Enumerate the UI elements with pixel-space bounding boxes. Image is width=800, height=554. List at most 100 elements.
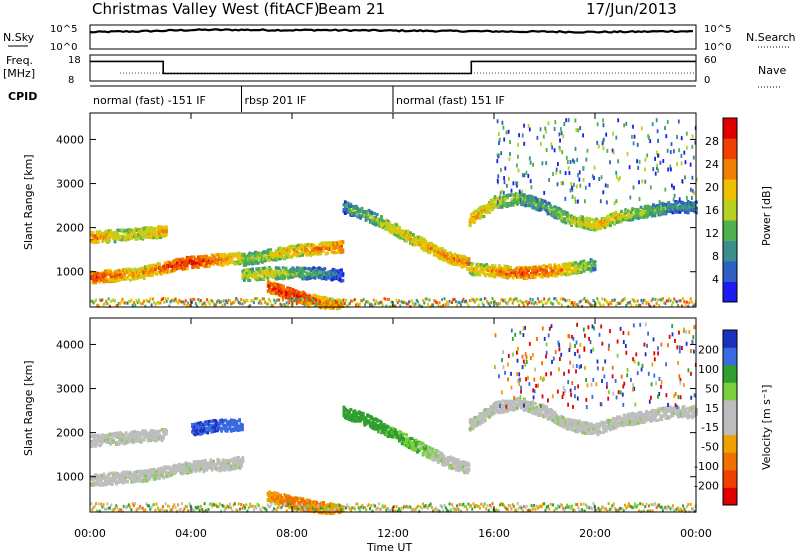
power-ground-cell — [273, 298, 276, 302]
power-ground-cell — [178, 298, 181, 302]
power-ground-cell — [177, 301, 180, 305]
power-speckle — [593, 176, 595, 180]
power-speckle — [637, 165, 640, 170]
power-speckle — [578, 170, 581, 175]
power-cell — [108, 278, 111, 283]
power-ground-cell — [254, 297, 257, 301]
power-cell — [117, 228, 121, 232]
power-cell — [647, 205, 651, 209]
power-ground-cell — [223, 303, 226, 306]
power-cell — [561, 263, 565, 267]
power-cell — [177, 263, 181, 267]
power-ground-cell — [461, 300, 464, 304]
power-cell — [568, 218, 572, 222]
power-ground-cell — [577, 304, 580, 308]
power-cell — [279, 246, 282, 250]
power-ground-cell — [334, 300, 337, 304]
velocity-cell — [178, 463, 182, 467]
power-speckle — [573, 182, 575, 187]
power-speckle — [591, 174, 594, 179]
power-cell — [205, 257, 209, 261]
power-cell — [333, 268, 336, 272]
power-cell — [274, 249, 278, 253]
power-cell — [380, 215, 383, 219]
power-cell — [128, 234, 132, 238]
power-ground-cell — [630, 303, 633, 307]
power-cell — [123, 272, 127, 276]
power-speckle — [680, 136, 683, 141]
power-ground-cell — [602, 303, 605, 307]
power-ground-cell — [514, 297, 517, 301]
power-ground-cell — [449, 300, 452, 304]
power-cell — [116, 273, 120, 277]
power-cell — [159, 266, 163, 270]
power-speckle — [654, 171, 657, 176]
power-cell — [629, 212, 633, 216]
power-cell — [591, 217, 594, 222]
power-cell — [420, 241, 424, 245]
power-cell — [299, 270, 303, 274]
power-speckle — [557, 162, 559, 167]
power-ground-cell — [524, 300, 527, 304]
velocity-cell — [210, 468, 214, 472]
power-ground-cell — [453, 297, 456, 301]
power-speckle — [684, 175, 686, 180]
power-cell — [242, 271, 246, 275]
power-ground-cell — [120, 300, 123, 304]
power-cell — [260, 260, 264, 264]
power-marks — [90, 118, 698, 311]
power-cell — [312, 266, 316, 270]
power-ground-cell — [650, 299, 653, 303]
power-cell — [611, 215, 615, 219]
power-speckle — [502, 125, 505, 130]
power-cell — [242, 276, 246, 280]
power-ground-cell — [576, 303, 579, 306]
velocity-cell — [160, 466, 164, 470]
power-cell — [105, 276, 109, 280]
freq-right-tick-bottom: 0 — [704, 75, 710, 86]
power-cell — [424, 240, 428, 244]
power-cell — [249, 257, 253, 261]
power-ground-cell — [462, 297, 465, 301]
power-cell — [248, 261, 252, 265]
power-ground-cell — [101, 298, 104, 302]
power-ground-cell — [405, 302, 408, 306]
power-cell — [310, 274, 314, 278]
power-cell — [438, 251, 442, 256]
power-speckle — [552, 171, 554, 176]
power-speckle — [508, 177, 510, 181]
power-ground-cell — [645, 301, 648, 305]
power-cell — [126, 276, 129, 280]
power-cell — [357, 209, 361, 213]
power-cell — [560, 209, 564, 213]
power-cell — [682, 202, 686, 206]
velocity-cell — [130, 480, 134, 484]
power-ground-cell — [165, 299, 168, 303]
power-cell — [492, 197, 496, 201]
power-cell — [685, 208, 689, 212]
power-cell — [304, 274, 307, 278]
power-cell — [407, 231, 411, 235]
power-cell — [353, 213, 357, 217]
power-ground-cell — [595, 302, 597, 306]
power-speckle — [500, 151, 503, 156]
power-ground-cell — [309, 302, 312, 306]
velocity-cell — [230, 458, 234, 462]
power-ground-cell — [680, 304, 683, 308]
power-cell — [146, 269, 150, 273]
power-ground-cell — [322, 304, 325, 308]
velocity-panel: Slant Range [km] — [22, 317, 698, 516]
power-ground-cell — [547, 298, 549, 302]
power-cell — [380, 221, 383, 225]
power-ground-cell — [511, 301, 514, 305]
power-cell — [281, 273, 285, 277]
power-cell — [251, 256, 254, 260]
velocity-cell — [221, 458, 225, 462]
power-ground-cell — [369, 303, 371, 307]
power-ground-cell — [279, 302, 282, 306]
velocity-cell — [216, 466, 220, 470]
power-ground-cell — [343, 302, 346, 305]
power-cell — [445, 255, 449, 259]
power-ground-cell — [198, 300, 201, 304]
power-cell — [545, 270, 548, 274]
